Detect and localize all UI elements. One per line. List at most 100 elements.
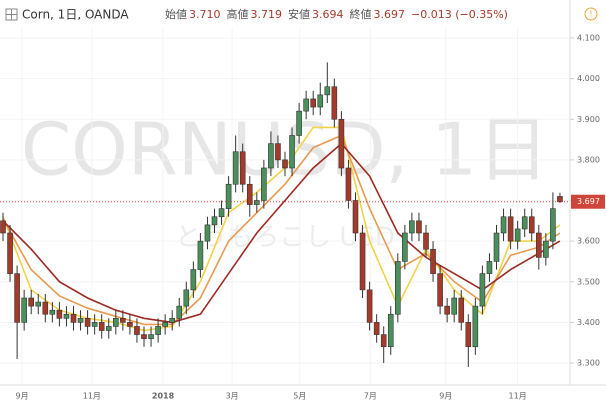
candle-body [514, 228, 521, 242]
candle-body [7, 232, 13, 274]
y-tick-label: 3.600 [577, 237, 600, 246]
candle-body [56, 309, 63, 319]
candle-body [444, 305, 450, 315]
candle-body [77, 318, 84, 323]
change-value: −0.013 (−0.35%) [411, 8, 508, 21]
candle-body [324, 86, 331, 96]
candle-body [28, 297, 35, 307]
x-tick-label: 7月 [364, 392, 377, 401]
candle-body [84, 318, 91, 327]
y-tick-label: 3.900 [577, 115, 600, 124]
candle-body [493, 232, 500, 262]
ohlc-value: 3.710 [189, 8, 221, 21]
candle-body [366, 289, 373, 323]
candle-body [254, 200, 260, 205]
y-tick-label: 3.300 [577, 359, 600, 368]
candle-body [331, 86, 338, 120]
candle-body [204, 224, 211, 242]
candle-body [35, 301, 42, 307]
candle-body [535, 232, 542, 258]
symbol-title[interactable]: Corn, 1日, OANDA [22, 8, 129, 22]
moving-average [2, 142, 561, 324]
candle-body [472, 305, 479, 348]
candle-body [218, 208, 225, 218]
ohlc-value: 3.719 [251, 8, 283, 21]
y-tick-label: 3.500 [577, 277, 600, 286]
candle-body [261, 167, 267, 201]
candle-body [521, 216, 528, 230]
candle-body [105, 326, 112, 331]
x-tick-label: 5月 [293, 392, 306, 401]
candle-body [458, 297, 465, 323]
candle-body [550, 208, 556, 242]
candle-body [282, 159, 288, 169]
watermark: CORNUSD, 1日 [21, 108, 549, 192]
candle-body [148, 334, 154, 339]
candle-body [91, 322, 98, 327]
x-tick-label: 3月 [226, 392, 239, 401]
candle-body [155, 326, 161, 335]
ohlc-label: 安値 [288, 7, 310, 21]
candle-body [232, 151, 239, 185]
last-price-label: 3.697 [577, 197, 600, 206]
alert-icon[interactable] [584, 7, 598, 21]
candle-body [437, 273, 443, 307]
x-tick-label: 11月 [509, 392, 527, 401]
candle-body [394, 261, 401, 315]
candle-body [430, 248, 436, 274]
y-tick-label: 3.400 [577, 318, 600, 327]
candle-body [239, 151, 246, 185]
ohlc-label: 始値 [165, 7, 187, 21]
candle-body [486, 261, 493, 274]
candle-body [402, 232, 408, 262]
ohlc-value: 3.694 [312, 8, 344, 21]
candle-body [225, 183, 232, 209]
candle-body [134, 326, 140, 335]
moving-average [2, 134, 561, 326]
candle-body [387, 313, 394, 348]
x-tick-label: 11月 [83, 392, 101, 401]
candle-body [479, 273, 486, 307]
ohlc-header: 始値 3.710 高値 3.719 安値 3.694 終値 3.697 −0.013 (−0.3… [165, 7, 508, 21]
x-tick-label: 9月 [439, 392, 452, 401]
candle-body [162, 322, 168, 327]
candle-body [338, 118, 345, 169]
candle-body [423, 232, 429, 250]
candle-body [296, 110, 302, 136]
ohlc-label: 終値 [350, 7, 372, 21]
candle-body [70, 313, 77, 323]
candle-body [373, 322, 380, 335]
candle-body [141, 334, 147, 339]
x-tick-label: 2018 [152, 392, 175, 401]
candle-body [127, 322, 133, 327]
candle-body [211, 216, 218, 226]
last-price-tag [571, 194, 605, 209]
candle-body [197, 240, 204, 270]
candle-body [98, 322, 105, 331]
candle-body [42, 301, 49, 315]
candle-body [183, 289, 190, 307]
candle-body [176, 305, 183, 319]
candle-body [528, 216, 535, 234]
candle-body [21, 297, 27, 323]
candle-body [500, 216, 507, 234]
y-tick-label: 3.800 [577, 155, 600, 164]
candle-body [451, 297, 458, 315]
ohlc-label: 高値 [227, 7, 249, 21]
candle-body [359, 232, 366, 291]
candle-body [345, 167, 352, 201]
plot: 3.3003.4003.5003.6003.7003.8003.9004.000… [0, 28, 605, 401]
candle-body [289, 135, 295, 169]
candle-body [120, 318, 126, 323]
candle-body [380, 334, 387, 348]
ohlc-value: 3.697 [374, 8, 406, 21]
candle-body [310, 98, 317, 108]
candle-body [169, 318, 175, 323]
candle-body [557, 196, 563, 203]
candle-body [14, 273, 20, 323]
y-tick-label: 4.100 [577, 34, 600, 43]
y-tick-label: 4.000 [577, 74, 600, 83]
candle-body [416, 220, 422, 234]
